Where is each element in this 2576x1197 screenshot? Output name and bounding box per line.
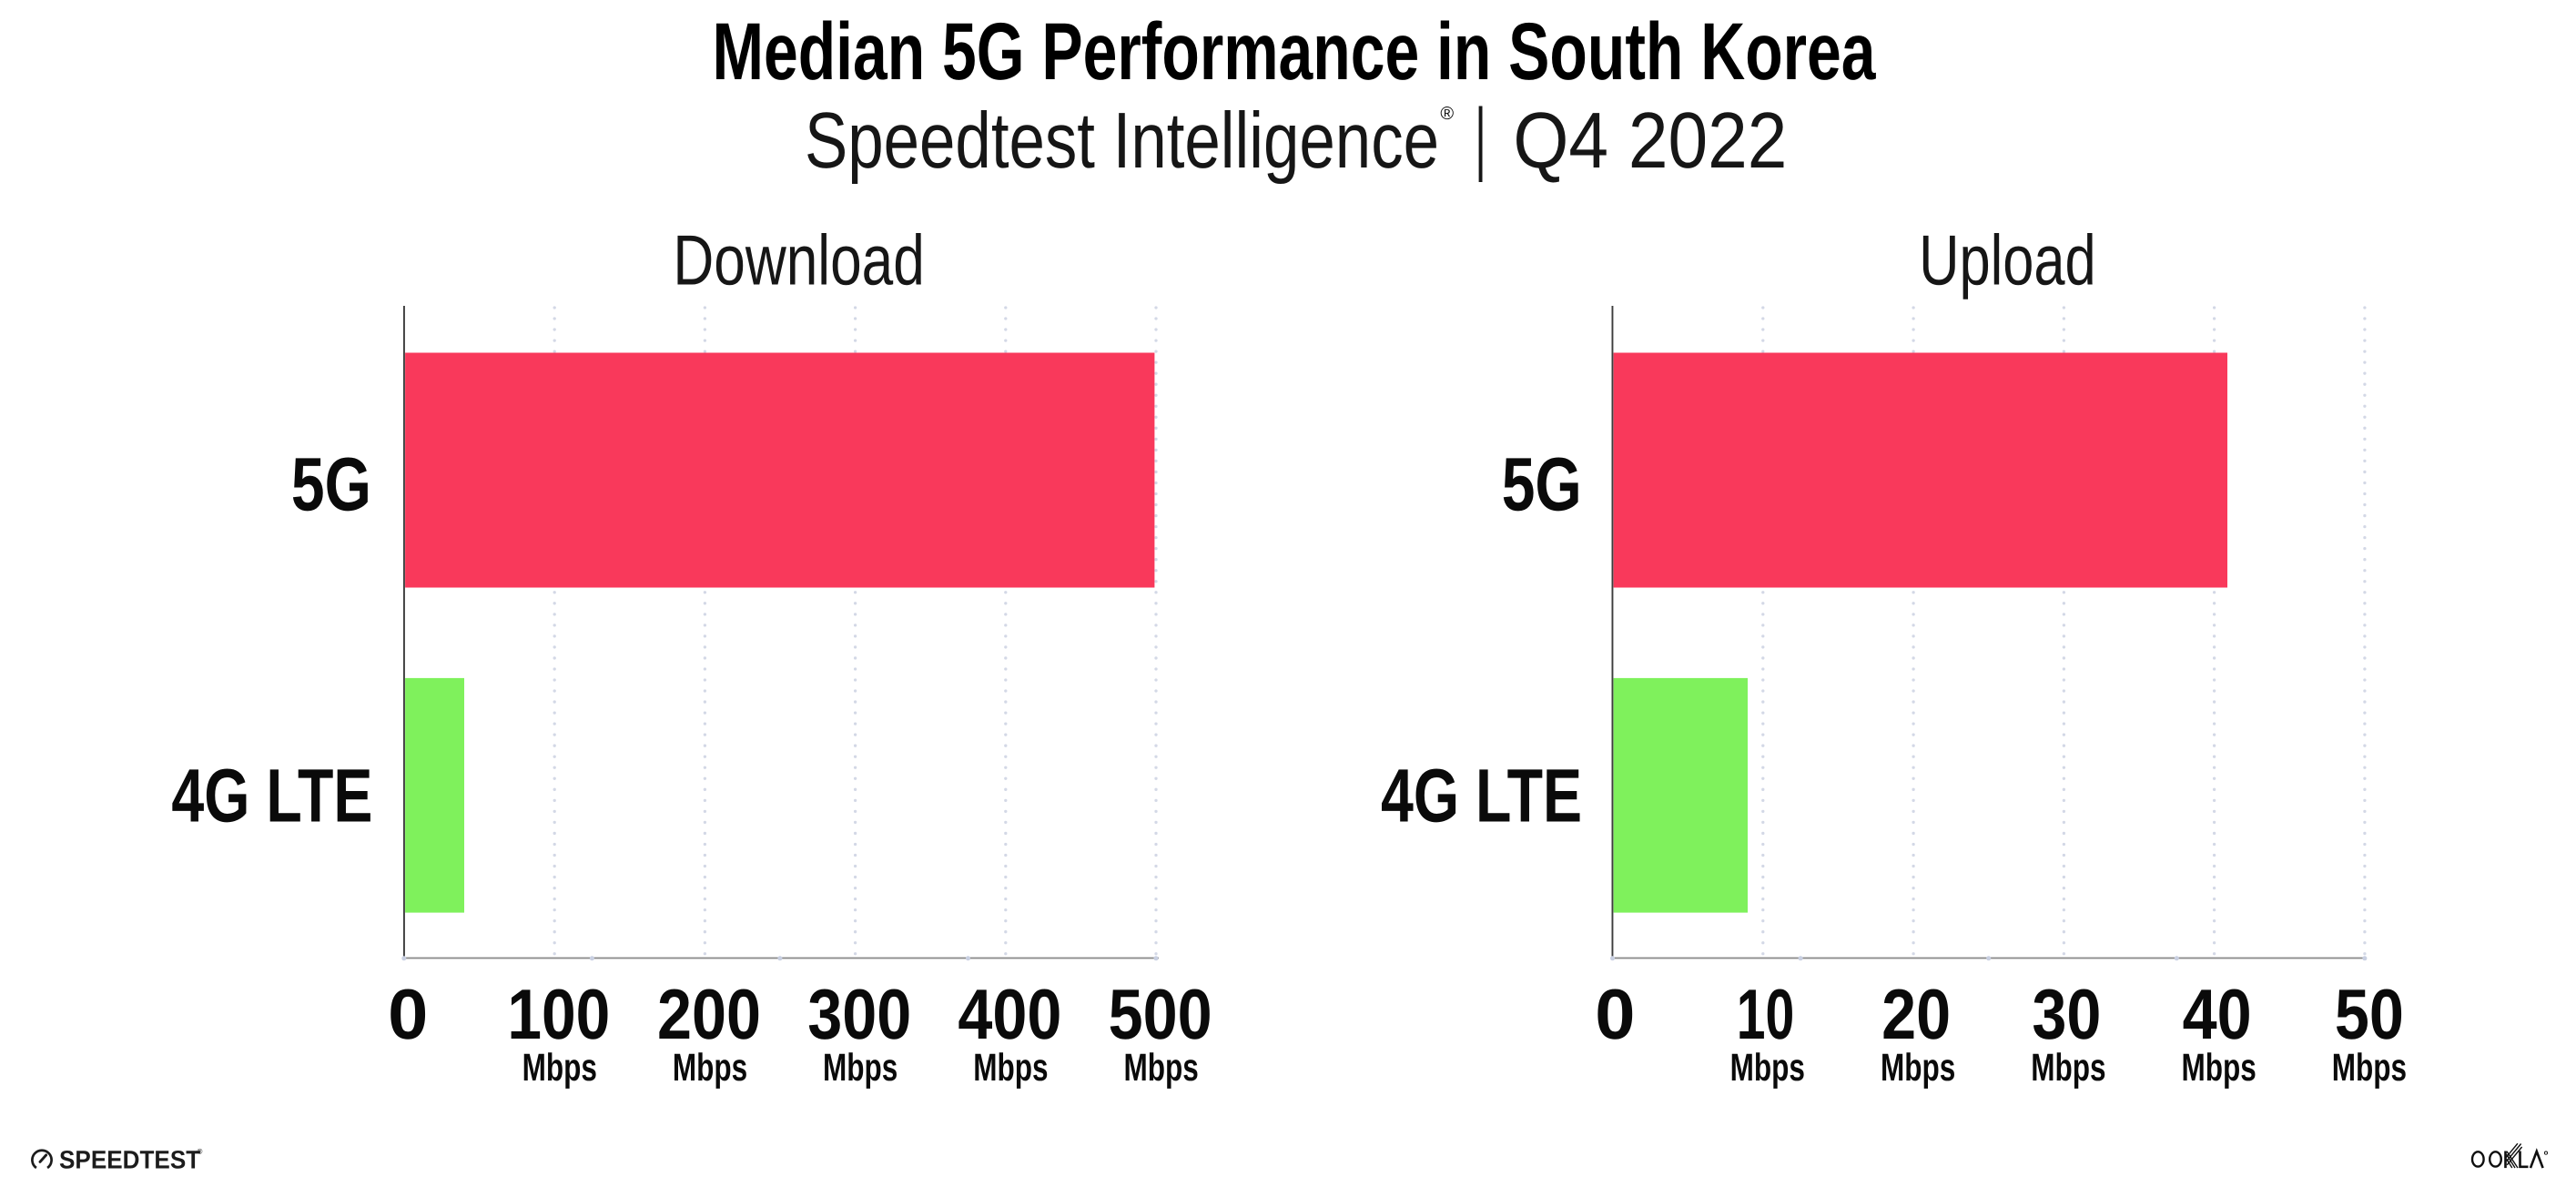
svg-text:5G: 5G (1502, 441, 1582, 526)
svg-text:Mbps: Mbps (1881, 1047, 1955, 1090)
svg-text:5G: 5G (291, 441, 371, 526)
svg-text:0: 0 (1595, 974, 1635, 1054)
svg-text:SPEEDTEST: SPEEDTEST (59, 1145, 200, 1173)
svg-text:200: 200 (657, 974, 761, 1054)
svg-text:Mbps: Mbps (2332, 1047, 2407, 1090)
svg-text:4G LTE: 4G LTE (1381, 753, 1582, 837)
svg-text:400: 400 (958, 974, 1061, 1054)
svg-text:50: 50 (2335, 974, 2404, 1054)
svg-text:Mbps: Mbps (2181, 1047, 2256, 1090)
svg-text:40: 40 (2183, 974, 2252, 1054)
svg-text:Mbps: Mbps (2031, 1047, 2105, 1090)
svg-text:Mbps: Mbps (522, 1047, 597, 1090)
svg-text:300: 300 (807, 974, 911, 1054)
svg-text:Mbps: Mbps (1730, 1047, 1805, 1090)
svg-text:20: 20 (1881, 974, 1951, 1054)
svg-text:10: 10 (1737, 974, 1795, 1054)
svg-text:Q4 2022: Q4 2022 (1513, 96, 1787, 185)
svg-text:Mbps: Mbps (973, 1047, 1048, 1090)
svg-text:®: ® (1440, 104, 1454, 124)
svg-text:0: 0 (388, 974, 428, 1054)
svg-text:Mbps: Mbps (823, 1047, 898, 1090)
svg-text:Mbps: Mbps (1123, 1047, 1198, 1090)
svg-text:®: ® (198, 1148, 203, 1156)
svg-text:Upload: Upload (1919, 219, 2096, 299)
svg-text:Mbps: Mbps (673, 1047, 747, 1090)
svg-text:4G LTE: 4G LTE (171, 753, 372, 837)
svg-text:500: 500 (1109, 974, 1212, 1054)
svg-text:30: 30 (2032, 974, 2101, 1054)
svg-text:100: 100 (507, 974, 610, 1054)
svg-text:Download: Download (673, 219, 924, 299)
svg-text:Median 5G Performance in South: Median 5G Performance in South Korea (713, 5, 1877, 96)
svg-text:Speedtest Intelligence: Speedtest Intelligence (805, 96, 1439, 185)
